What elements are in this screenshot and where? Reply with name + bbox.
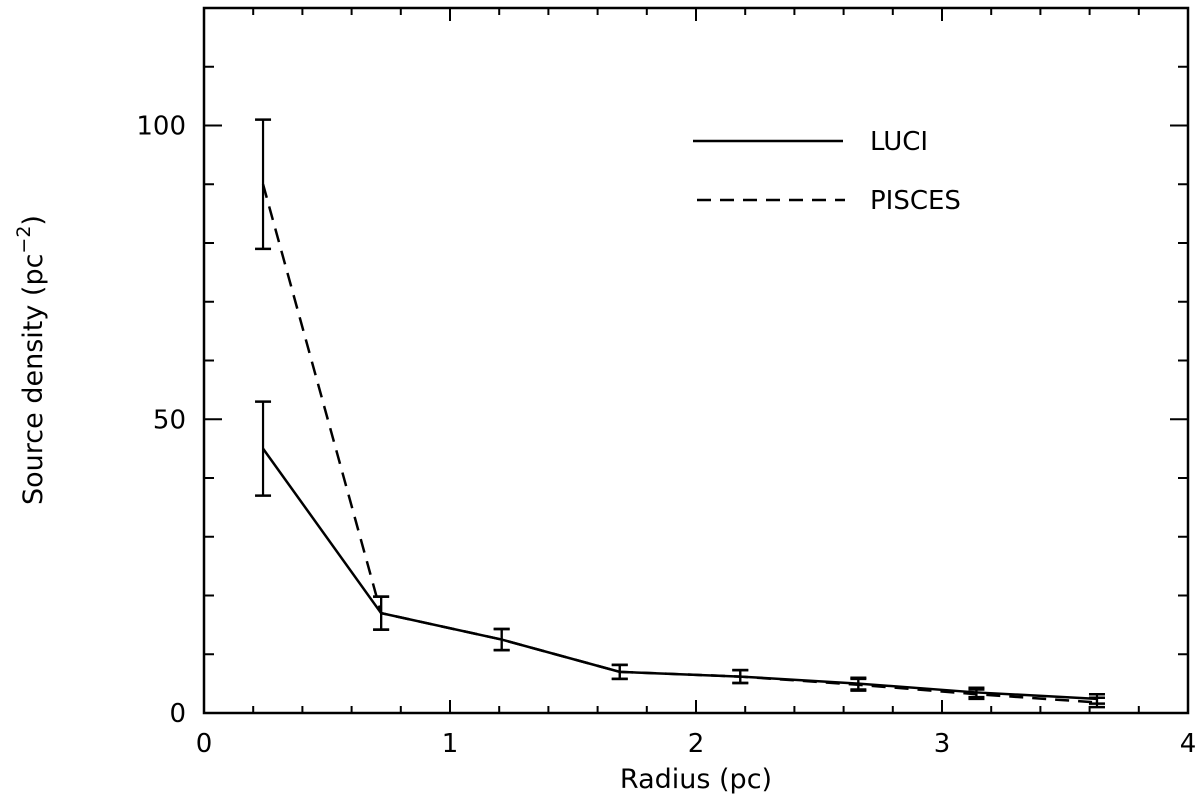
legend: LUCI PISCES [693, 127, 961, 216]
error-bar-pisces [493, 627, 510, 652]
legend-label-luci: LUCI [870, 127, 928, 157]
y-axis-label: Source density (pc−2) [13, 215, 49, 505]
error-bar-pisces [732, 668, 749, 685]
error-bar-pisces [373, 595, 390, 631]
plot-frame [202, 6, 1190, 715]
error-bar-pisces [255, 118, 272, 251]
error-bar-pisces [850, 677, 867, 692]
x-tick-label: 2 [688, 729, 705, 759]
y-tick-label: 50 [153, 405, 186, 435]
data-series [255, 118, 1105, 709]
error-bar-pisces [1088, 696, 1105, 709]
error-bar-pisces [611, 663, 628, 681]
y-tick-label: 100 [136, 112, 186, 142]
x-tick-label: 4 [1180, 729, 1197, 759]
y-tick-label: 0 [169, 699, 186, 729]
error-bar-pisces [968, 688, 985, 701]
series-line-luci [262, 447, 1098, 701]
axis-ticks [203, 7, 1189, 714]
y-axis-label-main: Source density (pc [18, 254, 49, 505]
x-axis-label: Radius (pc) [620, 764, 772, 795]
series-line-pisces [261, 183, 1098, 704]
x-tick-label: 3 [934, 729, 951, 759]
tick-labels: 0 1 2 3 4 0 50 100 [136, 112, 1196, 760]
x-tick-label: 0 [196, 729, 213, 759]
y-axis-label-superscript: −2 [13, 226, 35, 254]
legend-label-pisces: PISCES [870, 186, 961, 216]
error-bar-luci [255, 400, 272, 497]
x-tick-label: 1 [442, 729, 459, 759]
y-axis-label-close: ) [18, 215, 49, 226]
